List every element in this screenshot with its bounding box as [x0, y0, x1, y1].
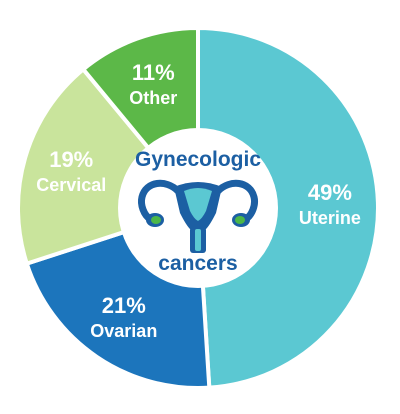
uterus-icon [138, 179, 258, 253]
slice-category-label-other: Other [129, 88, 177, 108]
center-title-line2: cancers [158, 252, 237, 275]
slice-value-label-cervical: 19% [49, 147, 93, 172]
slice-value-label-uterine: 49% [308, 180, 352, 205]
slice-category-label-ovarian: Ovarian [90, 321, 157, 341]
slice-uterine [196, 26, 380, 390]
slice-category-label-uterine: Uterine [299, 208, 361, 228]
slice-labels: 49% Uterine 21% Ovarian 19% Cervical 11% Other [36, 60, 361, 341]
center-title-line1: Gynecologic [135, 148, 261, 171]
slice-category-label-cervical: Cervical [36, 175, 106, 195]
slice-value-label-ovarian: 21% [102, 293, 146, 318]
slice-value-label-other: 11% [132, 60, 175, 85]
